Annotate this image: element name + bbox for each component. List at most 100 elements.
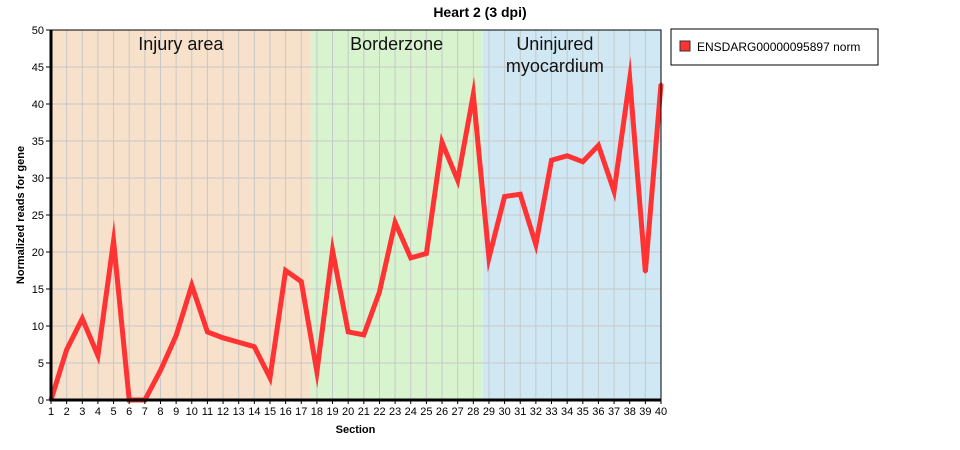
data-point [534, 243, 538, 247]
data-point [190, 283, 194, 287]
y-tick-label: 20 [32, 247, 44, 259]
series-line [48, 55, 664, 403]
x-tick-label: 13 [233, 406, 245, 418]
x-tick-label: 18 [311, 406, 323, 418]
data-point [409, 256, 413, 260]
data-point [299, 280, 303, 284]
x-tick-label: 29 [483, 406, 495, 418]
x-tick-label: 39 [639, 406, 651, 418]
data-point [581, 160, 585, 164]
x-tick-label: 20 [342, 406, 354, 418]
x-tick-label: 34 [561, 406, 573, 418]
y-tick-label: 5 [38, 358, 44, 370]
y-tick-label: 25 [32, 210, 44, 222]
y-tick-label: 50 [32, 25, 44, 37]
x-tick-label: 31 [514, 406, 526, 418]
data-point [284, 269, 288, 272]
x-tick-label: 10 [186, 406, 198, 418]
data-point [643, 270, 647, 274]
data-point [612, 189, 616, 193]
x-tick-label: 38 [624, 406, 636, 418]
data-point [96, 354, 100, 358]
data-point [80, 317, 84, 321]
legend-swatch [679, 40, 691, 52]
x-tick-label: 36 [592, 406, 604, 418]
region-label: Uninjured [516, 34, 593, 54]
x-tick-label: 19 [326, 406, 338, 418]
region-label: Borderzone [350, 34, 443, 54]
legend-box [670, 28, 879, 66]
data-point [487, 256, 491, 260]
x-tick-label: 2 [64, 406, 70, 418]
y-tick-label: 0 [38, 395, 44, 407]
x-tick-label: 21 [358, 406, 370, 418]
data-point [550, 158, 554, 162]
x-axis-ticks: 1 2 3 4 5 6 7 8 9 10 11 12 13 14 15 16 17 18 19 20 21 22 23 24 2… [48, 400, 667, 418]
x-tick-label: 32 [530, 406, 542, 418]
y-tick-label: 40 [32, 99, 44, 111]
data-point [315, 370, 319, 374]
y-tick-label: 45 [32, 62, 44, 74]
data-point [158, 368, 162, 372]
y-tick-label: 35 [32, 136, 44, 148]
data-point [503, 195, 507, 198]
x-tick-label: 15 [264, 406, 276, 418]
x-tick-label: 14 [248, 406, 260, 418]
grid-lines [50, 29, 662, 401]
data-point [596, 143, 600, 147]
data-point [424, 251, 428, 255]
data-point [237, 340, 241, 344]
x-tick-label: 37 [608, 406, 620, 418]
x-tick-label: 30 [498, 406, 510, 418]
data-point [471, 92, 475, 96]
data-point [518, 192, 522, 196]
x-tick-label: 24 [405, 406, 417, 418]
x-tick-label: 28 [467, 406, 479, 418]
x-tick-label: 35 [577, 406, 589, 418]
legend: ENSDARG00000095897 norm [670, 28, 879, 66]
region-label: myocardium [506, 56, 604, 76]
data-point [112, 239, 116, 243]
data-point [393, 220, 397, 224]
x-tick-label: 8 [157, 406, 163, 418]
series-layer [48, 55, 664, 403]
x-tick-label: 5 [111, 406, 117, 418]
x-tick-label: 12 [217, 406, 229, 418]
data-point [440, 140, 444, 144]
data-point [346, 330, 350, 334]
y-axis-title: Normalized reads for gene [15, 146, 27, 284]
x-tick-label: 9 [173, 406, 179, 418]
x-tick-label: 16 [279, 406, 291, 418]
data-point [65, 348, 69, 352]
x-tick-label: 4 [95, 406, 101, 418]
data-point [268, 376, 272, 380]
data-point [377, 290, 381, 294]
x-axis-title: Section [336, 424, 376, 436]
legend-label: ENSDARG00000095897 norm [697, 40, 860, 54]
y-axis-ticks: 0 5 10 15 20 25 30 35 40 45 50 [32, 25, 51, 407]
x-tick-label: 33 [545, 406, 557, 418]
data-point [362, 333, 366, 337]
data-point [628, 77, 632, 81]
y-tick-label: 30 [32, 173, 44, 185]
chart-title: Heart 2 (3 dpi) [433, 4, 526, 20]
data-point [565, 154, 569, 158]
region-label: Injury area [138, 34, 224, 54]
x-tick-label: 17 [295, 406, 307, 418]
x-tick-label: 40 [655, 406, 667, 418]
data-point [221, 336, 225, 340]
y-tick-label: 15 [32, 284, 44, 296]
x-tick-label: 11 [202, 406, 213, 418]
y-tick-label: 10 [32, 321, 44, 333]
data-point [174, 334, 178, 338]
data-point [205, 330, 209, 334]
x-tick-label: 27 [452, 406, 464, 418]
x-tick-label: 22 [373, 406, 385, 418]
data-point [456, 178, 460, 182]
x-tick-label: 26 [436, 406, 448, 418]
x-tick-label: 23 [389, 406, 401, 418]
x-tick-label: 3 [79, 406, 85, 418]
x-tick-label: 1 [48, 406, 54, 418]
